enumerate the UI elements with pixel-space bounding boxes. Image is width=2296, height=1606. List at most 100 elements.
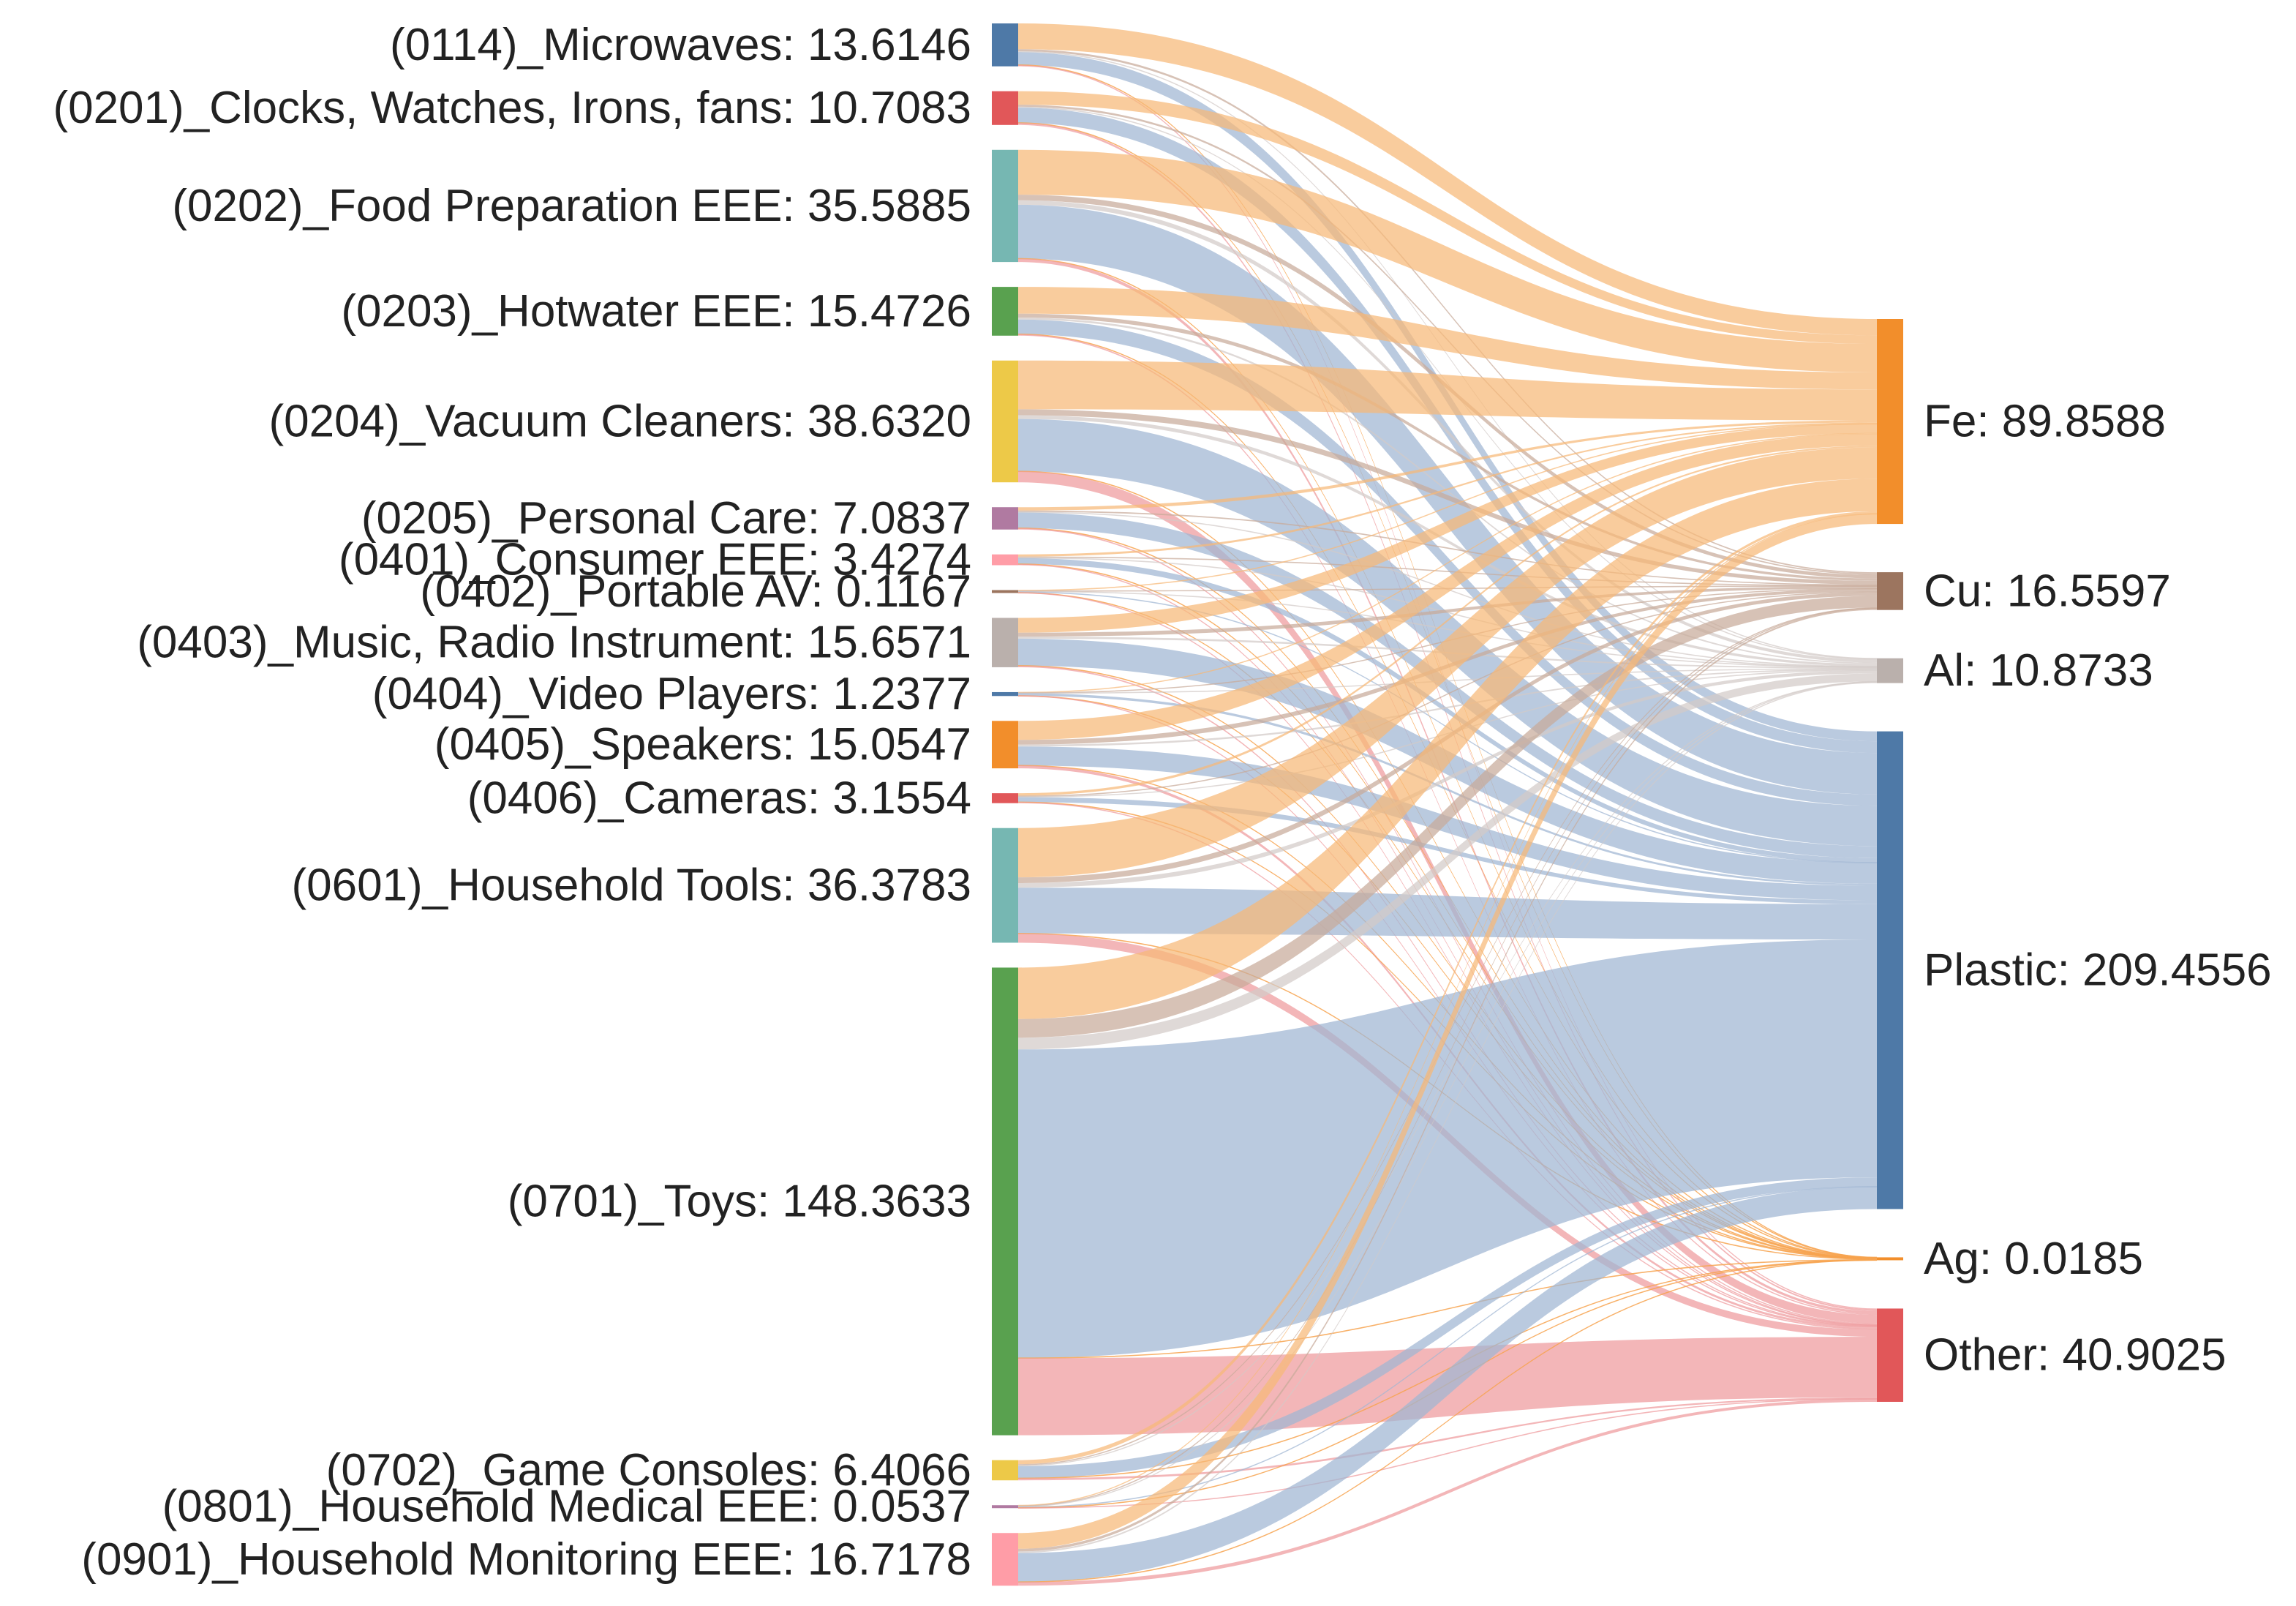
link-15-to-2 [1018,681,1877,1507]
link-4-to-0 [1018,360,1877,421]
source-label-7: (0402)_Portable AV: 0.1167 [420,566,971,617]
link-4-to-3 [1018,419,1877,847]
link-8-to-1 [1018,586,1877,637]
source-label-5: (0205)_Personal Care: 7.0837 [361,493,971,544]
link-5-to-0 [1018,420,1877,511]
link-14-to-4 [1018,1259,1877,1479]
link-16-to-2 [1018,682,1877,1553]
link-3-to-0 [1018,287,1877,390]
link-16-to-4 [1018,1259,1877,1583]
target-node-1 [1877,572,1903,610]
link-0-to-0 [1018,23,1877,336]
link-6-to-0 [1018,422,1877,557]
source-node-1 [992,91,1018,125]
source-node-9 [992,691,1018,697]
target-label-1: Cu: 16.5597 [1924,566,2171,616]
link-3-to-1 [1018,313,1877,581]
link-16-to-3 [1018,1186,1877,1583]
link-3-to-2 [1018,318,1877,664]
link-7-to-2 [1018,590,1877,668]
link-16-to-5 [1018,1399,1877,1586]
link-7-to-0 [1018,423,1877,591]
source-label-10: (0405)_Speakers: 15.0547 [434,719,971,770]
sankey-labels: (0114)_Microwaves: 13.6146 (0201)_Clocks,… [53,20,2271,1585]
source-label-4: (0204)_Vacuum Cleaners: 38.6320 [269,396,971,446]
link-8-to-4 [1018,665,1877,1260]
link-12-to-2 [1018,670,1877,888]
source-label-6: (0401)_Consumer EEE: 3.4274 [339,535,971,585]
link-15-to-1 [1018,607,1877,1507]
source-node-13 [992,967,1018,1436]
link-14-to-5 [1018,1397,1877,1481]
link-9-to-3 [1018,693,1877,886]
link-14-to-3 [1018,1177,1877,1479]
link-13-to-2 [1018,673,1877,1050]
source-label-14: (0702)_Game Consoles: 6.4066 [326,1445,971,1496]
link-0-to-2 [1018,50,1877,659]
link-4-to-2 [1018,415,1877,667]
link-5-to-3 [1018,512,1877,858]
link-3-to-4 [1018,333,1877,1259]
sankey-links [1018,23,1877,1586]
link-13-to-4 [1018,1258,1877,1359]
link-12-to-0 [1018,447,1877,878]
target-label-2: Al: 10.8733 [1924,645,2153,696]
link-5-to-4 [1018,528,1877,1259]
link-5-to-1 [1018,510,1877,586]
link-13-to-0 [1018,479,1877,1019]
source-label-16: (0901)_Household Monitoring EEE: 16.7178 [81,1534,971,1585]
source-label-15: (0801)_Household Medical EEE: 0.0537 [162,1482,971,1532]
link-11-to-3 [1018,797,1877,904]
link-2-to-0 [1018,149,1877,372]
target-node-2 [1877,658,1903,683]
link-10-to-2 [1018,668,1877,747]
link-13-to-1 [1018,596,1877,1038]
source-label-8: (0403)_Music, Radio Instrument: 15.6571 [137,618,971,668]
link-11-to-0 [1018,446,1877,796]
source-label-13: (0701)_Toys: 148.3633 [508,1177,971,1227]
link-4-to-1 [1018,409,1877,585]
link-9-to-0 [1018,432,1877,694]
source-node-3 [992,287,1018,336]
link-13-to-3 [1018,939,1877,1359]
source-node-16 [992,1533,1018,1586]
link-7-to-5 [1018,592,1877,1327]
target-label-5: Other: 40.9025 [1924,1330,2227,1381]
link-2-to-2 [1018,200,1877,663]
link-6-to-1 [1018,556,1877,587]
source-node-8 [992,618,1018,667]
link-11-to-1 [1018,591,1877,798]
link-15-to-5 [1018,1398,1877,1509]
link-14-to-2 [1018,680,1877,1467]
link-8-to-0 [1018,424,1877,633]
source-label-11: (0406)_Cameras: 3.1554 [467,773,971,823]
link-9-to-2 [1018,668,1877,694]
source-node-11 [992,793,1018,803]
source-label-1: (0201)_Clocks, Watches, Irons, fans: 10.… [53,83,971,133]
target-node-5 [1877,1308,1903,1402]
target-label-4: Ag: 0.0185 [1924,1234,2143,1284]
link-1-to-5 [1018,123,1877,1311]
target-node-0 [1877,319,1903,525]
link-1-to-0 [1018,91,1877,345]
source-node-4 [992,360,1018,483]
link-9-to-4 [1018,695,1877,1260]
link-10-to-3 [1018,746,1877,901]
source-node-15 [992,1505,1018,1509]
link-16-to-1 [1018,608,1877,1552]
source-label-9: (0404)_Video Players: 1.2377 [372,669,971,719]
link-14-to-0 [1018,511,1877,1465]
source-node-0 [992,23,1018,67]
source-label-12: (0601)_Household Tools: 36.3783 [291,860,971,911]
link-6-to-5 [1018,563,1877,1326]
source-node-5 [992,507,1018,530]
link-10-to-0 [1018,433,1877,740]
sankey-nodes [992,23,1903,1586]
target-label-0: Fe: 89.8588 [1924,397,2166,447]
link-15-to-0 [1018,513,1877,1506]
source-label-3: (0203)_Hotwater EEE: 15.4726 [341,286,971,337]
source-label-2: (0202)_Food Preparation EEE: 35.5885 [172,181,971,231]
link-0-to-1 [1018,49,1877,574]
source-node-7 [992,590,1018,593]
